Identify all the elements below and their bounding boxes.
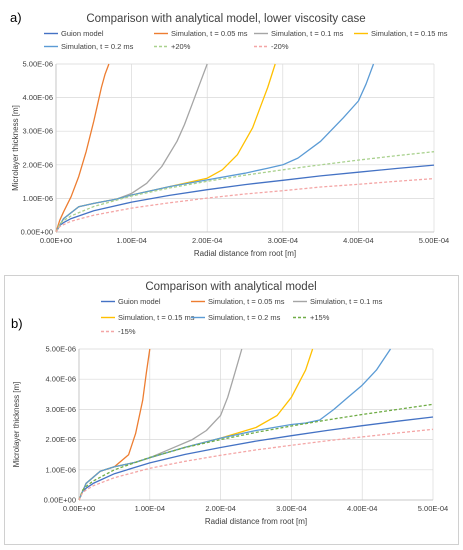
y-axis-title: Microlayer thickness [m] [12,382,21,468]
series-line [78,348,392,501]
legend-entry: +15% [293,313,330,322]
legend-entry: Simulation, t = 0.1 ms [293,297,383,306]
legend-label: +20% [171,42,191,51]
legend-label: -15% [118,327,136,336]
series-line [78,403,434,501]
y-tick-label: 1.00E-06 [23,194,53,203]
legend-entry: Guion model [44,29,104,38]
series-line [55,151,435,233]
legend-label: Simulation, t = 0.2 ms [208,313,281,322]
y-tick-label: 3.00E-06 [46,405,76,414]
series-line [55,63,375,233]
y-tick-label: 4.00E-06 [46,375,76,384]
legend-entry: Simulation, t = 0.2 ms [44,42,134,51]
chart-title: Comparison with analytical model, lower … [86,13,365,25]
series-line [55,63,110,233]
x-tick-label: 3.00E-04 [268,236,298,245]
legend-entry: Simulation, t = 0.1 ms [254,29,344,38]
y-axis-title: Microlayer thickness [m] [11,105,20,191]
x-axis-title: Radial distance from root [m] [194,249,296,258]
chart-panel-b: b) Comparison with analytical model Guion… [4,275,459,545]
x-tick-label: 0.00E+00 [63,504,95,513]
y-tick-label: 0.00E+00 [44,496,76,505]
y-tick-label: 3.00E-06 [23,127,53,136]
legend-label: Simulation, t = 0.05 ms [208,297,285,306]
x-tick-label: 4.00E-04 [347,504,377,513]
series-line [55,63,276,233]
series-line [78,348,314,501]
y-tick-label: 1.00E-06 [46,465,76,474]
chart-panel-a: a) Comparison with analytical model, low… [4,2,459,267]
y-tick-label: 5.00E-06 [46,345,76,354]
legend-label: +15% [310,313,330,322]
x-tick-label: 1.00E-04 [116,236,146,245]
legend-label: Guion model [118,297,161,306]
legend-entry: -15% [101,327,136,336]
panel-label-a: a) [10,10,22,25]
legend-entry: +20% [154,42,191,51]
legend-label: Simulation, t = 0.2 ms [61,42,134,51]
legend-label: -20% [271,42,289,51]
legend-entry: Guion model [101,297,161,306]
legend-label: Simulation, t = 0.1 ms [271,29,344,38]
legend-entry: Simulation, t = 0.2 ms [191,313,281,322]
legend-entry: -20% [254,42,289,51]
y-tick-label: 4.00E-06 [23,93,53,102]
y-tick-label: 5.00E-06 [23,60,53,69]
series-line [78,348,243,501]
series-line [55,177,435,233]
legend-entry: Simulation, t = 0.15 ms [354,29,448,38]
x-tick-label: 1.00E-04 [135,504,165,513]
legend-label: Simulation, t = 0.15 ms [118,313,195,322]
legend-entry: Simulation, t = 0.05 ms [154,29,248,38]
y-tick-label: 2.00E-06 [23,160,53,169]
x-axis-title: Radial distance from root [m] [205,517,307,526]
x-tick-label: 0.00E+00 [40,236,72,245]
chart-a-svg: Comparison with analytical model, lower … [11,13,449,258]
legend-entry: Simulation, t = 0.05 ms [191,297,285,306]
chart-b-svg: Comparison with analytical model Guion mo… [12,281,448,526]
series-line [55,164,435,233]
legend-label: Simulation, t = 0.15 ms [371,29,448,38]
x-tick-label: 5.00E-04 [419,236,449,245]
panel-label-b: b) [11,316,23,331]
x-tick-label: 2.00E-04 [192,236,222,245]
y-tick-label: 0.00E+00 [21,228,53,237]
series-line [78,416,434,501]
x-tick-label: 3.00E-04 [276,504,306,513]
series-line [78,348,151,501]
x-tick-label: 5.00E-04 [418,504,448,513]
chart-title: Comparison with analytical model [145,281,316,293]
legend-label: Guion model [61,29,104,38]
x-tick-label: 2.00E-04 [205,504,235,513]
legend-label: Simulation, t = 0.05 ms [171,29,248,38]
y-tick-label: 2.00E-06 [46,435,76,444]
legend-entry: Simulation, t = 0.15 ms [101,313,195,322]
x-tick-label: 4.00E-04 [343,236,373,245]
legend-label: Simulation, t = 0.1 ms [310,297,383,306]
